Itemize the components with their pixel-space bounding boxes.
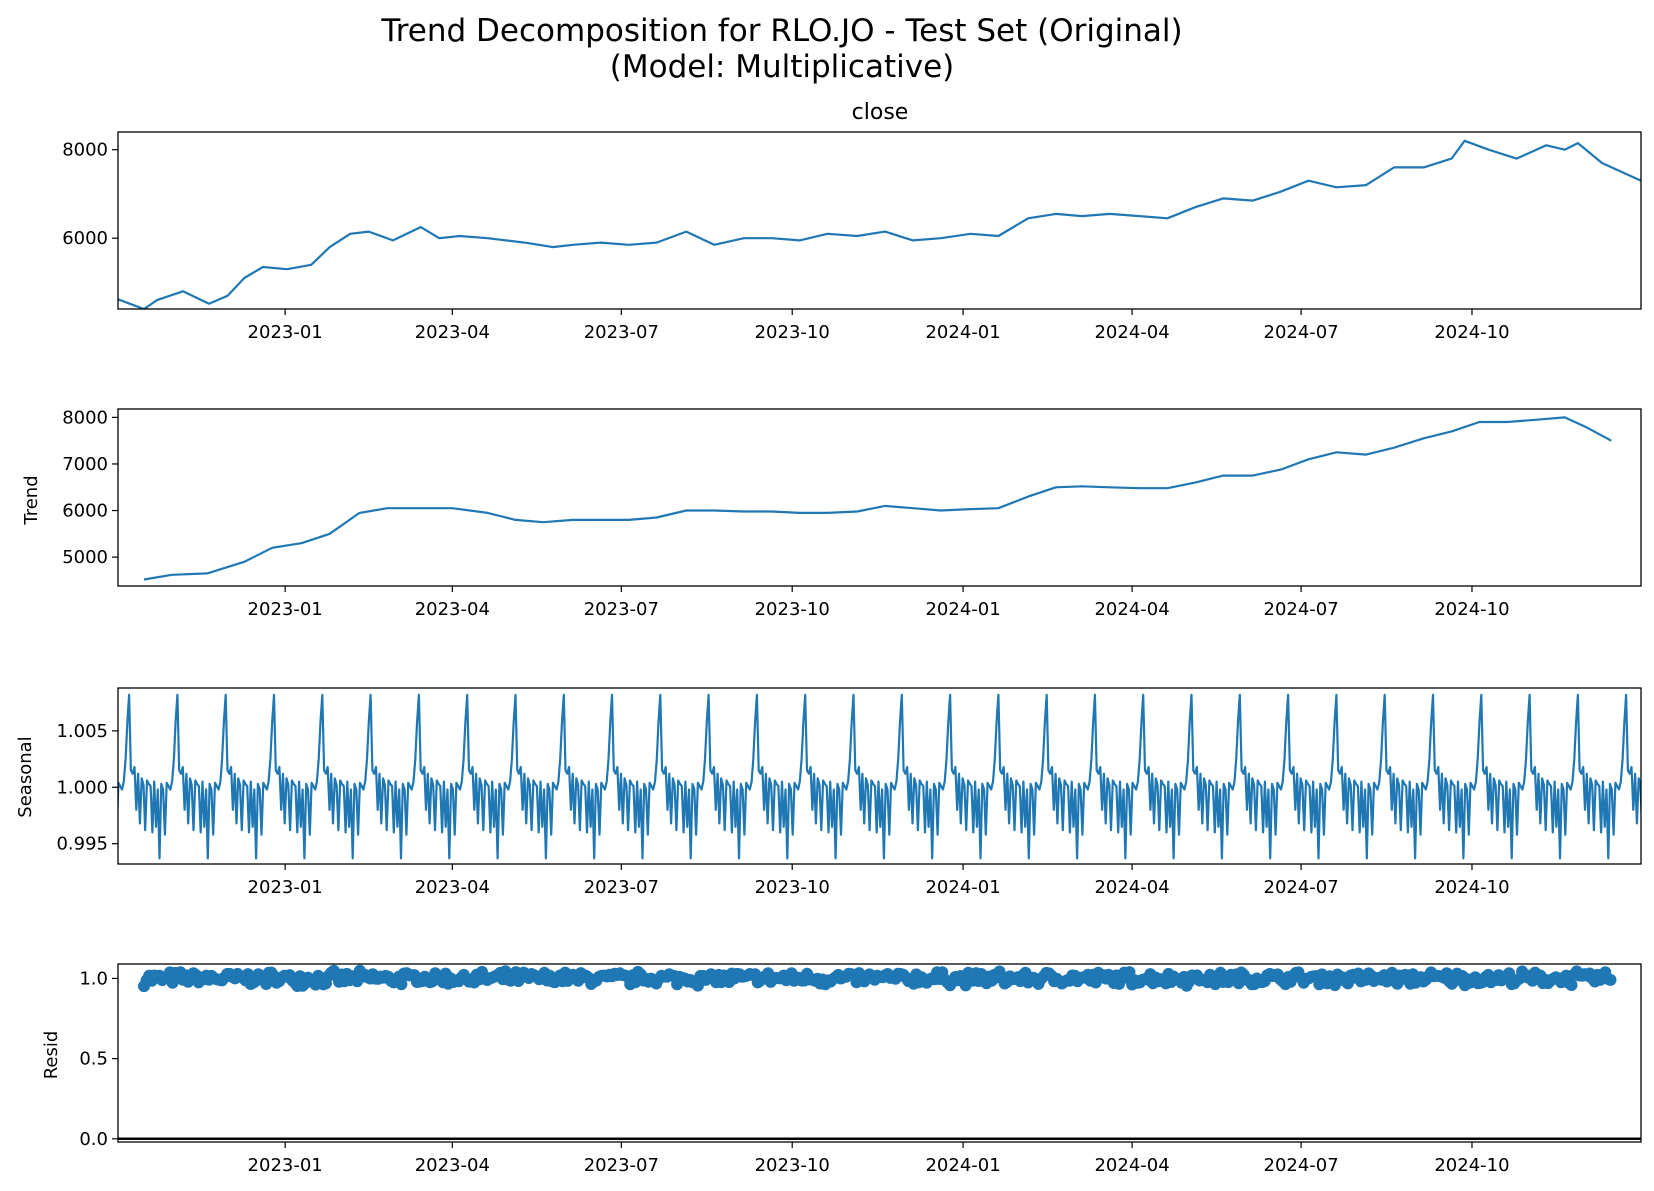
close-xtick-label: 2023-07 bbox=[584, 322, 659, 343]
resid-plot-area bbox=[118, 964, 1641, 1141]
resid-xtick-label: 2024-01 bbox=[925, 1155, 1000, 1176]
seasonal-xtick-label: 2024-07 bbox=[1264, 877, 1339, 898]
trend-ytick-label: 5000 bbox=[62, 547, 108, 568]
close-xtick-label: 2023-01 bbox=[248, 322, 323, 343]
resid-panel: Resid 0.0 0.5 1.0 2023-01 2023-04 2023-07 2023… bbox=[41, 963, 1642, 1176]
resid-xtick-label: 2023-01 bbox=[248, 1155, 323, 1176]
resid-ytick-label: 1.0 bbox=[79, 968, 108, 989]
seasonal-xtick-label: 2023-10 bbox=[755, 877, 830, 898]
seasonal-ytick-label: 0.995 bbox=[56, 834, 108, 855]
close-panel-title: close bbox=[852, 100, 909, 125]
seasonal-xtick-label: 2024-01 bbox=[925, 877, 1000, 898]
trend-series-line bbox=[143, 416, 1612, 581]
seasonal-xtick-label: 2024-10 bbox=[1434, 877, 1509, 898]
close-series-line bbox=[118, 139, 1641, 309]
close-xtick-label: 2024-04 bbox=[1094, 322, 1169, 343]
trend-ytick-label: 6000 bbox=[62, 501, 108, 522]
trend-xtick-label: 2023-10 bbox=[755, 599, 830, 620]
trend-ylabel: Trend bbox=[21, 475, 42, 525]
resid-point bbox=[260, 978, 273, 990]
close-xtick-label: 2024-01 bbox=[925, 322, 1000, 343]
close-panel: close 6000 8000 2023-01 2023-04 2023-07 2023-… bbox=[62, 100, 1642, 343]
resid-ytick-label: 0.0 bbox=[79, 1129, 108, 1150]
trend-ytick-label: 8000 bbox=[62, 407, 108, 428]
resid-point bbox=[1503, 967, 1516, 980]
close-axes-frame bbox=[117, 131, 1642, 310]
trend-xtick-label: 2024-01 bbox=[925, 599, 1000, 620]
resid-xtick-label: 2023-07 bbox=[584, 1155, 659, 1176]
resid-xtick-label: 2023-10 bbox=[755, 1155, 830, 1176]
close-ytick-label: 8000 bbox=[62, 140, 108, 161]
resid-axes-frame bbox=[117, 963, 1642, 1143]
close-xtick-label: 2023-04 bbox=[415, 322, 490, 343]
seasonal-xtick-label: 2024-04 bbox=[1094, 877, 1169, 898]
close-ytick-label: 6000 bbox=[62, 228, 108, 249]
seasonal-panel: Seasonal 0.995 1.000 1.005 2023-01 2023-04 20… bbox=[15, 687, 1642, 898]
figure-title-line1: Trend Decomposition for RLO.JO - Test Se… bbox=[380, 13, 1182, 49]
trend-xtick-label: 2024-07 bbox=[1264, 599, 1339, 620]
seasonal-series-line bbox=[118, 693, 1641, 860]
seasonal-ylabel: Seasonal bbox=[15, 736, 36, 817]
seasonal-ytick-label: 1.000 bbox=[56, 777, 108, 798]
trend-plot-area bbox=[143, 416, 1612, 581]
resid-point bbox=[1604, 973, 1617, 986]
trend-xtick-label: 2024-10 bbox=[1434, 599, 1509, 620]
close-plot-area bbox=[118, 139, 1641, 309]
resid-xtick-label: 2023-04 bbox=[415, 1155, 490, 1176]
resid-point bbox=[1565, 979, 1578, 991]
trend-xtick-label: 2023-01 bbox=[248, 599, 323, 620]
resid-xtick-label: 2024-07 bbox=[1264, 1155, 1339, 1176]
seasonal-ytick-label: 1.005 bbox=[56, 721, 108, 742]
figure-title-line2: (Model: Multiplicative) bbox=[610, 49, 954, 85]
seasonal-xtick-label: 2023-04 bbox=[415, 877, 490, 898]
close-xtick-label: 2024-10 bbox=[1434, 322, 1509, 343]
trend-xtick-label: 2023-07 bbox=[584, 599, 659, 620]
trend-panel: Trend 5000 6000 7000 8000 2023-01 2023-04 2023… bbox=[21, 407, 1642, 620]
seasonal-xtick-label: 2023-07 bbox=[584, 877, 659, 898]
resid-xtick-label: 2024-10 bbox=[1434, 1155, 1509, 1176]
resid-point bbox=[395, 978, 408, 991]
close-xtick-label: 2023-10 bbox=[755, 322, 830, 343]
resid-point bbox=[242, 968, 254, 981]
seasonal-plot-area bbox=[118, 693, 1641, 860]
resid-ytick-label: 0.5 bbox=[79, 1049, 108, 1070]
trend-xtick-label: 2023-04 bbox=[415, 599, 490, 620]
trend-xtick-label: 2024-04 bbox=[1094, 599, 1169, 620]
close-xtick-label: 2024-07 bbox=[1264, 322, 1339, 343]
trend-axes-frame bbox=[117, 408, 1642, 587]
seasonal-axes-frame bbox=[117, 687, 1642, 865]
resid-ylabel: Resid bbox=[41, 1031, 62, 1080]
trend-ytick-label: 7000 bbox=[62, 454, 108, 475]
resid-xtick-label: 2024-04 bbox=[1094, 1155, 1169, 1176]
seasonal-xtick-label: 2023-01 bbox=[248, 877, 323, 898]
